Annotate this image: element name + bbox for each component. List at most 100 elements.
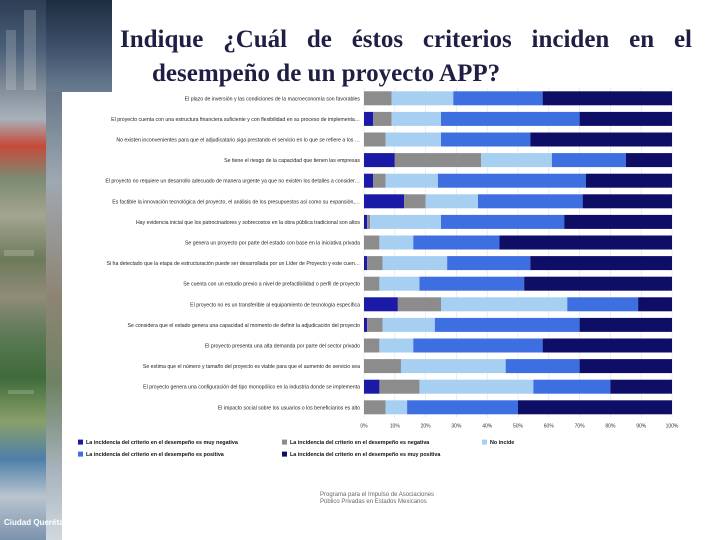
- category-label: Se cuenta con un estudio previo a nivel …: [183, 282, 360, 288]
- bar-segment: [477, 194, 583, 209]
- category-label: El proyecto cuenta con una estructura fi…: [111, 117, 360, 123]
- bar-segment: [385, 173, 438, 188]
- slide-title-line-1: Indique ¿Cuál de éstos criterios inciden…: [120, 26, 692, 53]
- category-label: El impacto social sobre los usuarios o l…: [218, 405, 360, 411]
- bar-segment: [385, 132, 441, 147]
- bar-segment: [542, 338, 672, 353]
- bar-segment: [610, 379, 672, 394]
- bar-segment: [579, 111, 672, 126]
- x-tick-label: 20%: [421, 424, 432, 430]
- slide-title-line-2: desempeño de un proyecto APP?: [152, 60, 501, 87]
- bar-segment: [364, 276, 380, 291]
- x-tick-label: 80%: [605, 424, 616, 430]
- bar-segment: [582, 194, 672, 209]
- bar-segment: [413, 338, 543, 353]
- category-label: Se estima que el número y tamaño del pro…: [143, 364, 360, 370]
- category-label: Si ha detectado que la etapa de estructu…: [107, 261, 361, 267]
- bar-segment: [524, 276, 672, 291]
- bar-segment: [530, 132, 672, 147]
- bar-segment: [379, 235, 414, 250]
- bar-segment: [567, 297, 639, 312]
- bar-segment: [407, 400, 518, 415]
- bar-segment: [364, 235, 380, 250]
- bar-segment: [441, 297, 568, 312]
- category-label: Se genera un proyecto por parte del esta…: [185, 241, 360, 247]
- bar-segment: [499, 235, 672, 250]
- category-label: El proyecto no requiere un desarrollo ad…: [105, 179, 360, 185]
- bar-segment: [373, 173, 386, 188]
- bar-segment: [364, 379, 380, 394]
- legend-swatch: [482, 439, 487, 445]
- category-label: El proyecto no es un transferible al equ…: [190, 302, 360, 308]
- x-tick-label: 60%: [544, 424, 555, 430]
- x-tick-label: 40%: [482, 424, 493, 430]
- bar-segment: [397, 297, 441, 312]
- category-label: El proyecto genera una configuración del…: [143, 385, 360, 391]
- bar-segment: [382, 256, 448, 271]
- bar-segment: [579, 359, 672, 374]
- bar-segment: [367, 214, 371, 229]
- bar-segment: [367, 317, 383, 332]
- bar-segment: [373, 111, 392, 126]
- x-tick-label: 70%: [575, 424, 586, 430]
- bar-segment: [364, 256, 368, 271]
- bar-segment: [434, 317, 580, 332]
- legend-label: La incidencia del criterio en el desempe…: [290, 440, 430, 446]
- photo-collage: [0, 0, 46, 540]
- bar-segment: [364, 400, 386, 415]
- bar-segment: [364, 317, 368, 332]
- category-label: Es factible la innovación tecnológica de…: [112, 199, 360, 205]
- category-label: Se considera que el estado genera una ca…: [128, 323, 361, 329]
- bar-segment: [585, 173, 672, 188]
- bar-segment: [441, 132, 531, 147]
- legend-swatch: [282, 451, 287, 457]
- bar-segment: [518, 400, 672, 415]
- stacked-bar-chart: 0% 10% 20% 30% 40% 50% 60% 70% 80% 90% 100% El plaz…: [78, 88, 679, 458]
- bar-segment: [379, 338, 414, 353]
- legend-label: La incidencia del criterio en el desempe…: [86, 452, 225, 458]
- x-tick-label: 30%: [451, 424, 462, 430]
- bar-segment: [638, 297, 672, 312]
- bar-segment: [453, 91, 543, 106]
- photo-airport: [46, 0, 112, 92]
- bar-segment: [533, 379, 611, 394]
- bar-segment: [625, 153, 672, 168]
- bar-segment: [404, 194, 426, 209]
- category-label: No existen inconvenientes para que el ad…: [116, 138, 360, 144]
- bar-segment: [419, 276, 525, 291]
- bar-segment: [394, 153, 482, 168]
- bar-segment: [364, 111, 374, 126]
- bar-segment: [382, 317, 435, 332]
- legend-swatch: [78, 451, 83, 457]
- bar-segment: [364, 91, 392, 106]
- bar-segment: [391, 91, 454, 106]
- category-label: Se tiene el riesgo de la capacidad que t…: [224, 158, 360, 164]
- bar-segment: [370, 214, 441, 229]
- legend-label: La incidencia del criterio en el desempe…: [86, 440, 239, 446]
- bar-segment: [364, 338, 380, 353]
- bar-segment: [441, 214, 565, 229]
- bar-segment: [364, 297, 398, 312]
- bar-segment: [551, 153, 626, 168]
- bar-segment: [385, 400, 408, 415]
- x-tick-label: 10%: [390, 424, 401, 430]
- category-label: Hay evidencia inicial que los patrocinad…: [136, 220, 360, 226]
- x-tick-label: 50%: [513, 424, 524, 430]
- bar-segment: [364, 173, 374, 188]
- bar-segment: [542, 91, 672, 106]
- bar-segment: [437, 173, 586, 188]
- legend-swatch: [78, 439, 83, 445]
- x-tick-label: 100%: [666, 424, 679, 430]
- bar-segment: [530, 256, 672, 271]
- bar-segment: [364, 194, 405, 209]
- bar-segment: [441, 111, 580, 126]
- bar-segment: [505, 359, 580, 374]
- bar-segment: [364, 359, 401, 374]
- bar-segment: [564, 214, 672, 229]
- bar-segment: [481, 153, 552, 168]
- bar-segment: [400, 359, 506, 374]
- bar-segment: [425, 194, 478, 209]
- bar-segment: [364, 153, 395, 168]
- bar-segment: [379, 379, 420, 394]
- legend-label: La incidencia del criterio en el desempe…: [290, 452, 441, 458]
